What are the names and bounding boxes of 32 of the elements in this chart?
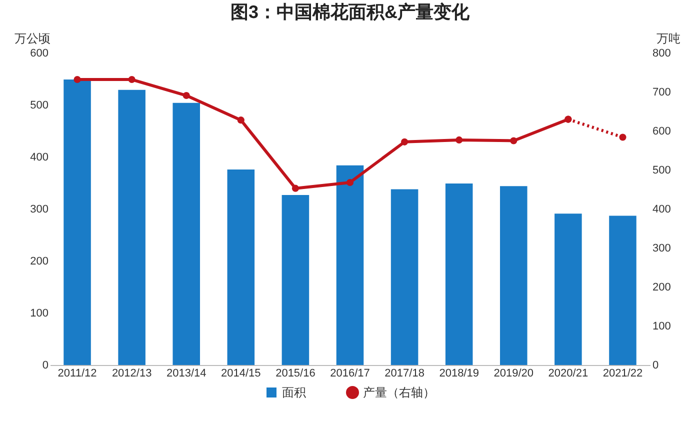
y2-tick-label: 0 (652, 360, 659, 372)
y2-axis-title: 万吨 (656, 32, 680, 46)
y-tick-label: 0 (42, 360, 48, 372)
y-tick-label: 300 (30, 204, 48, 216)
y2-tick-label: 300 (652, 242, 671, 254)
y2-tick-label: 100 (652, 320, 671, 332)
x-tick-label: 2012/13 (112, 368, 152, 380)
x-tick-label: 2011/12 (58, 368, 97, 380)
y2-tick-label: 800 (652, 48, 671, 60)
y-tick-label: 600 (30, 48, 48, 60)
x-tick-label: 2018/19 (439, 368, 479, 380)
x-tick-label: 2020/21 (548, 368, 588, 380)
y-tick-label: 400 (30, 152, 48, 164)
y-tick-label: 200 (30, 256, 48, 268)
y2-tick-label: 600 (652, 126, 671, 138)
x-tick-label: 2019/20 (494, 368, 534, 380)
x-tick-label: 2014/15 (221, 368, 261, 380)
y2-tick-label: 400 (652, 204, 671, 216)
x-tick-label: 2017/18 (384, 368, 424, 380)
y-axis-title: 万公顷 (14, 32, 50, 46)
x-tick-label: 2021/22 (602, 368, 643, 380)
legend-label: 面积 (282, 386, 306, 400)
x-tick-label: 2016/17 (330, 368, 370, 380)
x-tick-label: 2015/16 (276, 368, 316, 380)
y-tick-label: 100 (30, 308, 48, 320)
y2-tick-label: 200 (652, 282, 671, 294)
y2-tick-label: 500 (652, 164, 671, 176)
x-tick-label: 2013/14 (166, 368, 206, 380)
legend-label: 产量（右轴） (363, 386, 435, 400)
chart-title: 图3：中国棉花面积&产量变化 (230, 2, 470, 22)
y-tick-label: 500 (30, 100, 48, 112)
y2-tick-label: 700 (652, 86, 671, 98)
